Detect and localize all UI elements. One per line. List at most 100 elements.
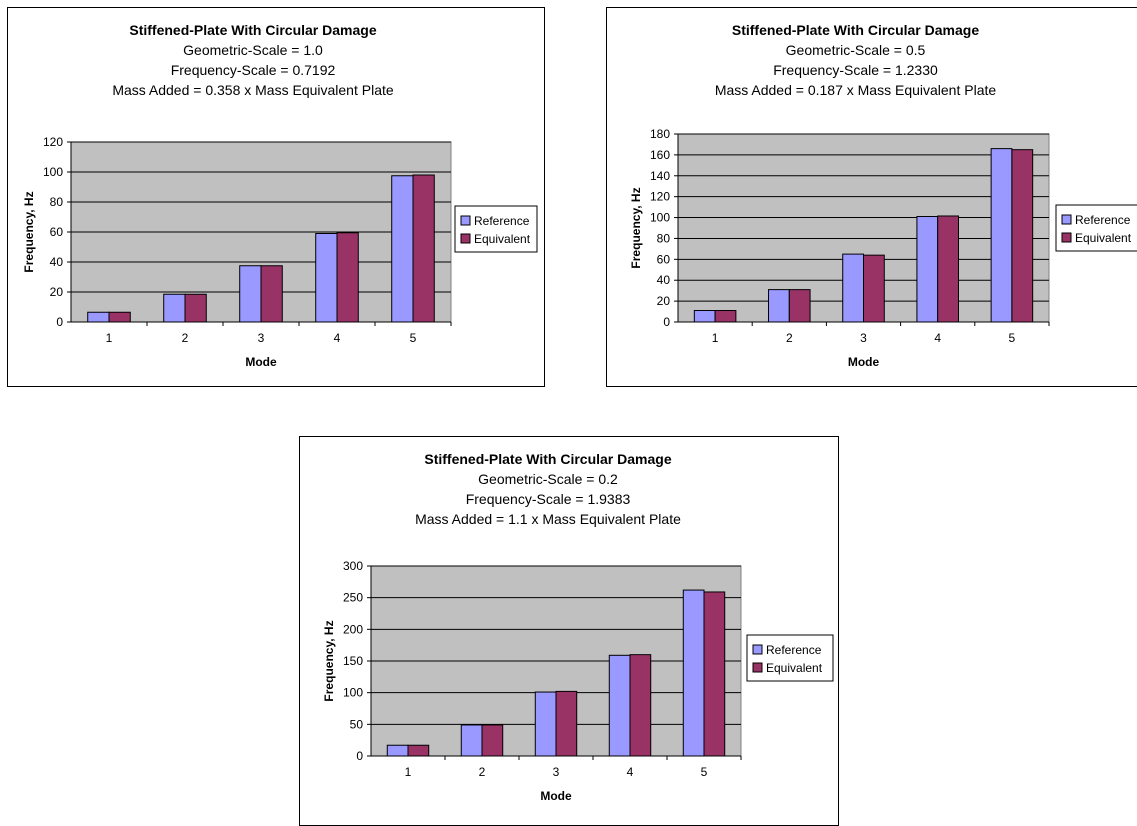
y-tick-label: 60 xyxy=(50,225,64,239)
chart-svg: Stiffened-Plate With Circular Damage Geom… xyxy=(22,22,538,369)
bar-reference-mode-4 xyxy=(916,216,939,323)
x-tick-label: 2 xyxy=(479,765,486,779)
y-tick-label: 200 xyxy=(343,622,363,636)
y-tick-label: 80 xyxy=(50,195,64,209)
bar-reference-mode-5 xyxy=(682,589,705,757)
y-tick-label: 100 xyxy=(343,686,363,700)
y-tick-label: 20 xyxy=(50,285,64,299)
bar-equivalent-mode-4 xyxy=(629,654,652,757)
x-tick-label: 4 xyxy=(334,331,341,345)
bar-equivalent-mode-5 xyxy=(703,591,726,757)
y-tick-label: 120 xyxy=(43,135,63,149)
bar-equivalent-mode-1 xyxy=(407,744,430,757)
chart-subtitle-line: Geometric-Scale = 1.0 xyxy=(183,42,323,58)
y-tick-label: 160 xyxy=(650,148,670,162)
x-axis-title: Mode xyxy=(540,789,572,803)
legend-swatch-equivalent xyxy=(460,233,471,244)
bar-reference-mode-1 xyxy=(693,310,716,323)
legend-label-equivalent: Equivalent xyxy=(474,232,531,246)
x-tick-label: 2 xyxy=(182,331,189,345)
x-tick-label: 1 xyxy=(106,331,113,345)
chart-svg: Stiffened-Plate With Circular Damage Geom… xyxy=(629,22,1137,369)
y-tick-label: 0 xyxy=(356,749,363,763)
y-tick-label: 100 xyxy=(43,165,63,179)
bar-equivalent-mode-4 xyxy=(336,232,359,323)
chart-title: Stiffened-Plate With Circular Damage xyxy=(424,451,671,467)
y-tick-label: 150 xyxy=(343,654,363,668)
chart-subtitle-line: Frequency-Scale = 0.7192 xyxy=(171,62,336,78)
x-tick-label: 1 xyxy=(712,331,719,345)
x-tick-label: 5 xyxy=(1009,331,1016,345)
bar-equivalent-mode-3 xyxy=(555,690,578,757)
y-tick-label: 180 xyxy=(650,127,670,141)
bar-equivalent-mode-3 xyxy=(260,265,283,323)
y-tick-label: 140 xyxy=(650,169,670,183)
y-tick-label: 250 xyxy=(343,591,363,605)
chart-title: Stiffened-Plate With Circular Damage xyxy=(732,22,979,38)
x-tick-label: 3 xyxy=(258,331,265,345)
bar-equivalent-mode-1 xyxy=(108,311,131,323)
bar-reference-mode-3 xyxy=(239,265,262,323)
chart-panel-3: Stiffened-Plate With Circular Damage Geom… xyxy=(299,436,839,826)
bar-equivalent-mode-2 xyxy=(481,724,504,757)
chart-panel-1: Stiffened-Plate With Circular Damage Geom… xyxy=(7,7,545,387)
legend xyxy=(746,634,834,682)
y-axis-title: Frequency, Hz xyxy=(322,620,336,701)
y-axis-title: Frequency, Hz xyxy=(22,191,36,272)
legend-label-reference: Reference xyxy=(1075,213,1131,227)
legend-label-reference: Reference xyxy=(766,643,822,657)
y-tick-label: 40 xyxy=(50,255,64,269)
x-tick-label: 4 xyxy=(934,331,941,345)
bar-equivalent-mode-2 xyxy=(788,289,811,323)
bar-reference-mode-1 xyxy=(87,311,110,323)
bar-reference-mode-2 xyxy=(768,289,790,323)
legend-label-equivalent: Equivalent xyxy=(1075,231,1132,245)
chart-subtitle-line: Frequency-Scale = 1.2330 xyxy=(773,62,938,78)
x-axis-title: Mode xyxy=(245,355,277,369)
y-tick-label: 80 xyxy=(657,231,671,245)
bar-reference-mode-3 xyxy=(842,253,864,323)
chart-subtitle-line: Mass Added = 0.358 x Mass Equivalent Pla… xyxy=(112,82,394,98)
legend xyxy=(1055,204,1137,252)
chart-subtitle-line: Geometric-Scale = 0.5 xyxy=(786,42,926,58)
chart-panel-2: Stiffened-Plate With Circular Damage Geom… xyxy=(606,7,1137,387)
y-tick-label: 20 xyxy=(657,294,671,308)
chart-title: Stiffened-Plate With Circular Damage xyxy=(129,22,376,38)
bar-equivalent-mode-3 xyxy=(863,254,885,323)
chart-subtitle-line: Mass Added = 0.187 x Mass Equivalent Pla… xyxy=(715,82,997,98)
legend-swatch-reference xyxy=(1061,214,1072,225)
y-tick-label: 300 xyxy=(343,559,363,573)
bar-reference-mode-4 xyxy=(608,654,631,757)
chart-subtitle-line: Frequency-Scale = 1.9383 xyxy=(466,491,631,507)
bar-reference-mode-5 xyxy=(990,148,1013,323)
bar-equivalent-mode-5 xyxy=(1011,149,1034,323)
bar-reference-mode-4 xyxy=(315,233,338,323)
y-tick-label: 0 xyxy=(663,315,670,329)
x-tick-label: 1 xyxy=(405,765,412,779)
chart-svg: Stiffened-Plate With Circular Damage Geom… xyxy=(322,451,834,803)
x-tick-label: 5 xyxy=(701,765,708,779)
bar-reference-mode-2 xyxy=(460,724,483,757)
bar-equivalent-mode-4 xyxy=(937,215,959,323)
legend-swatch-equivalent xyxy=(1061,232,1072,243)
y-tick-label: 0 xyxy=(56,315,63,329)
x-tick-label: 3 xyxy=(860,331,867,345)
x-tick-label: 3 xyxy=(553,765,560,779)
chart-subtitle-line: Mass Added = 1.1 x Mass Equivalent Plate xyxy=(415,511,681,527)
bar-reference-mode-1 xyxy=(386,744,409,757)
x-axis-title: Mode xyxy=(848,355,880,369)
bar-reference-mode-5 xyxy=(391,175,414,323)
y-axis-title: Frequency, Hz xyxy=(629,187,643,268)
legend-label-equivalent: Equivalent xyxy=(766,661,823,675)
bar-equivalent-mode-1 xyxy=(714,310,737,323)
legend xyxy=(454,205,538,253)
y-tick-label: 50 xyxy=(350,717,364,731)
bar-reference-mode-2 xyxy=(163,293,186,323)
y-tick-label: 120 xyxy=(650,190,670,204)
legend-swatch-reference xyxy=(460,215,471,226)
x-tick-label: 4 xyxy=(627,765,634,779)
bar-reference-mode-3 xyxy=(534,691,557,757)
legend-swatch-equivalent xyxy=(752,662,763,673)
bar-equivalent-mode-2 xyxy=(184,293,207,323)
x-tick-label: 5 xyxy=(410,331,417,345)
